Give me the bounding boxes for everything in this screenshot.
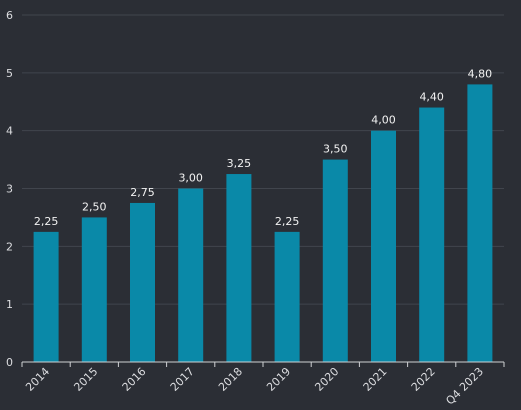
bar (226, 174, 252, 362)
bar (371, 130, 396, 362)
bar (178, 188, 204, 362)
x-axis-ticks (21, 362, 505, 367)
bar (33, 231, 59, 362)
data-label: 2,50 (82, 200, 107, 213)
bar (130, 202, 155, 362)
bars (33, 84, 493, 363)
data-label: 3,25 (227, 157, 252, 170)
bar (467, 84, 493, 363)
y-tick-label: 0 (6, 356, 13, 369)
y-axis-tick-labels: 0 1 2 3 4 5 6 (6, 9, 13, 369)
y-tick-label: 3 (6, 183, 13, 196)
bar (419, 107, 445, 363)
data-label: 4,40 (419, 91, 444, 104)
data-label: 3,00 (178, 172, 203, 185)
data-label: 4,80 (468, 67, 493, 80)
bar (274, 231, 300, 362)
data-label: 2,25 (275, 215, 300, 228)
data-label: 2,25 (34, 215, 59, 228)
data-label: 3,50 (323, 143, 348, 156)
y-tick-label: 2 (6, 240, 13, 253)
y-tick-label: 6 (6, 9, 13, 22)
y-tick-label: 1 (6, 298, 13, 311)
y-tick-label: 4 (6, 125, 13, 138)
data-label: 4,00 (371, 114, 396, 127)
data-labels: 2,25 2,50 2,75 3,00 3,25 2,25 3,50 4,00 4,40 4,80 (34, 67, 492, 227)
bar (81, 217, 107, 362)
data-label: 2,75 (130, 186, 155, 199)
bar (322, 159, 348, 362)
y-tick-label: 5 (6, 67, 13, 80)
